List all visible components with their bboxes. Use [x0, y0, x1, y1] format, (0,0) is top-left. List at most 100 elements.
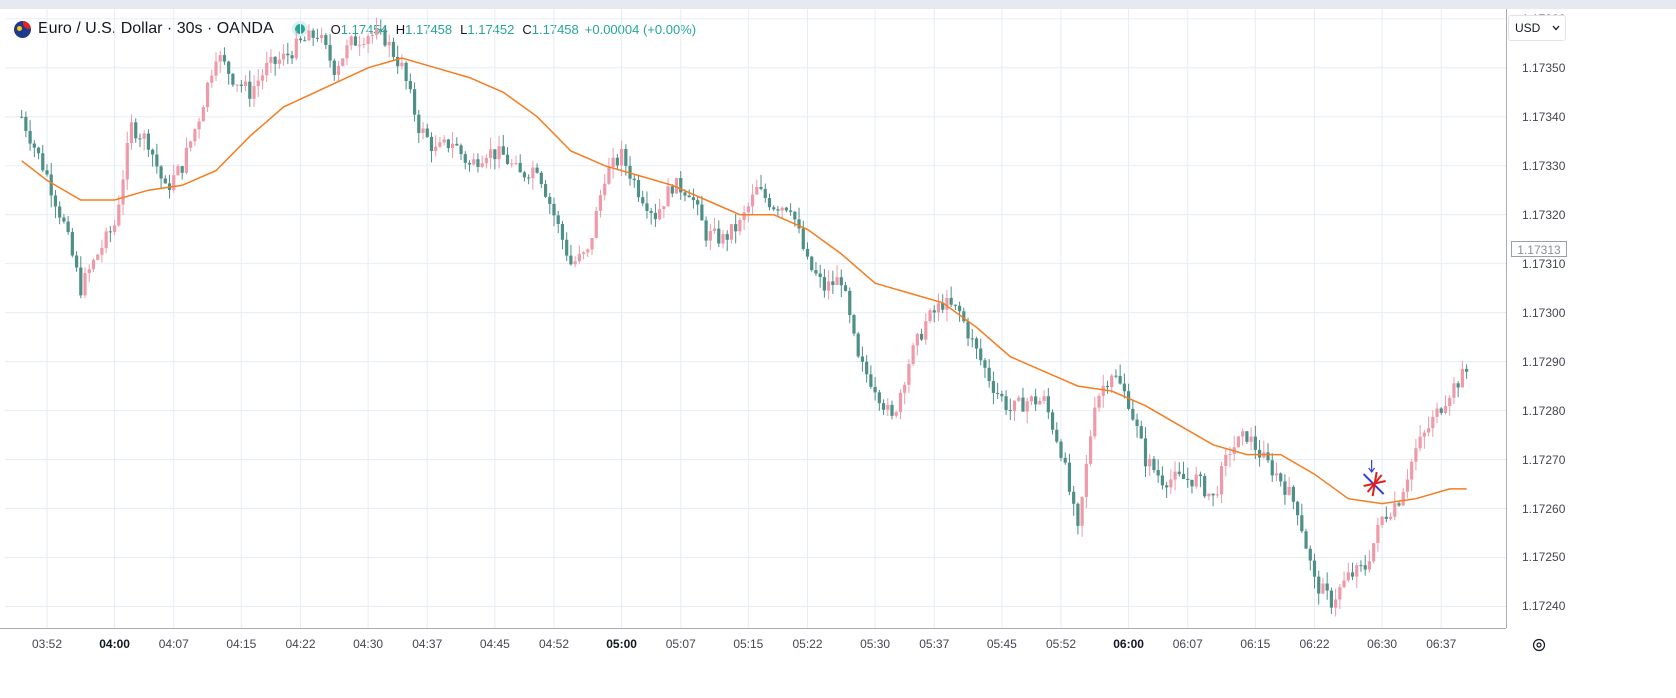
candle-down: [248, 81, 252, 99]
candle-up: [91, 259, 96, 270]
currency-dropdown[interactable]: USD: [1508, 15, 1566, 41]
candle-down: [860, 356, 865, 362]
bottom-strip: [0, 658, 1676, 698]
candle-up: [827, 281, 831, 291]
time-tick-label: 04:15: [226, 637, 257, 651]
candle-down: [641, 197, 645, 204]
candle-down: [979, 348, 983, 361]
candle-up: [193, 129, 197, 142]
candle-down: [624, 148, 628, 166]
candle-down: [869, 374, 873, 387]
candle-down: [784, 207, 788, 211]
time-tick-label: 05:07: [665, 637, 696, 651]
candle-down: [1008, 410, 1012, 412]
candle-up: [341, 58, 345, 66]
candle-down: [455, 143, 459, 146]
candle-down: [818, 273, 822, 278]
candle-up: [911, 345, 915, 365]
candle-down: [539, 172, 543, 185]
candle-up: [125, 142, 129, 180]
time-axis[interactable]: 03:52 04:00 04:07 04:15 04:22 04:30 04:37 04:45…: [0, 628, 1506, 659]
marker-stroke: [1368, 467, 1376, 474]
candle-up: [755, 186, 759, 195]
chart-legend: Euro / U.S. Dollar · 30s · OANDA O 1.1745…: [14, 18, 696, 40]
candle-up: [577, 253, 581, 262]
candle-down: [856, 333, 860, 357]
time-tick-label: 04:52: [538, 637, 570, 651]
candle-down: [1021, 397, 1025, 412]
candle-down: [180, 166, 184, 173]
candle-up: [282, 53, 286, 60]
candle-up: [750, 194, 755, 207]
candle-up: [336, 65, 341, 75]
symbol-title[interactable]: Euro / U.S. Dollar · 30s · OANDA: [38, 20, 274, 37]
chart-settings-button[interactable]: [1528, 634, 1550, 656]
candle-down: [328, 44, 332, 61]
candle-down: [839, 277, 843, 286]
candle-down: [1186, 478, 1190, 480]
candle-up: [121, 179, 125, 205]
low-label: L: [460, 21, 468, 37]
candle-up: [265, 62, 269, 76]
candle-up: [1426, 428, 1431, 433]
candle-up: [345, 45, 349, 59]
candle-up: [928, 310, 932, 322]
candle-down: [303, 40, 307, 42]
candle-down: [527, 177, 531, 179]
candle-down: [843, 285, 848, 291]
candle-up: [96, 254, 100, 260]
candle-up: [320, 35, 324, 39]
candle-down: [632, 178, 636, 181]
price-axis[interactable]: 1.173601.173501.173401.173301.173201.173…: [1507, 9, 1676, 628]
candle-down: [1072, 491, 1076, 504]
candle-down: [1203, 476, 1207, 497]
candle-up: [1443, 406, 1448, 413]
candle-up: [489, 149, 493, 159]
price-chart[interactable]: [5, 9, 1506, 628]
candle-up: [1215, 494, 1219, 496]
candle-up: [1376, 524, 1380, 544]
candle-up: [256, 80, 260, 87]
candle-down: [1456, 383, 1460, 388]
candle-down: [273, 56, 277, 64]
price-tick-label: 1.17330: [1522, 158, 1566, 173]
candle-down: [417, 114, 421, 133]
candle-down: [155, 154, 159, 167]
candle-down: [1329, 590, 1333, 608]
candle-up: [945, 297, 949, 310]
candle-down: [1118, 376, 1122, 384]
candle-up: [674, 177, 679, 194]
candle-down: [1050, 412, 1055, 430]
candle-down: [1291, 486, 1295, 502]
candle-down: [865, 361, 869, 375]
chart-plot-area[interactable]: [5, 9, 1507, 628]
candle-down: [734, 224, 738, 232]
candle-down: [1143, 438, 1148, 467]
candle-down: [324, 35, 328, 45]
time-tick-label: 05:52: [1045, 637, 1077, 651]
candle-down: [1325, 583, 1329, 591]
candle-up: [362, 44, 366, 46]
candle-down: [649, 210, 653, 213]
candle-down: [560, 223, 565, 240]
time-tick-label: 05:00: [606, 637, 637, 651]
time-tick-label: 04:22: [285, 637, 316, 651]
candle-up: [611, 157, 615, 168]
price-tick-label: 1.17250: [1522, 550, 1566, 565]
candle-up: [243, 81, 248, 86]
candle-up: [1110, 375, 1114, 388]
candle-up: [1249, 436, 1253, 442]
time-tick-label: 05:37: [919, 637, 950, 651]
time-tick-label: 06:07: [1172, 637, 1203, 651]
candle-up: [594, 210, 598, 238]
candle-up: [1080, 496, 1084, 526]
candle-down: [759, 186, 763, 189]
candle-down: [1181, 473, 1186, 479]
candle-down: [1063, 457, 1067, 463]
open-label: O: [330, 21, 341, 37]
candle-down: [463, 154, 467, 163]
candle-up: [294, 38, 298, 59]
candle-down: [1304, 531, 1308, 549]
candle-down: [522, 172, 527, 178]
candle-up: [658, 209, 662, 220]
